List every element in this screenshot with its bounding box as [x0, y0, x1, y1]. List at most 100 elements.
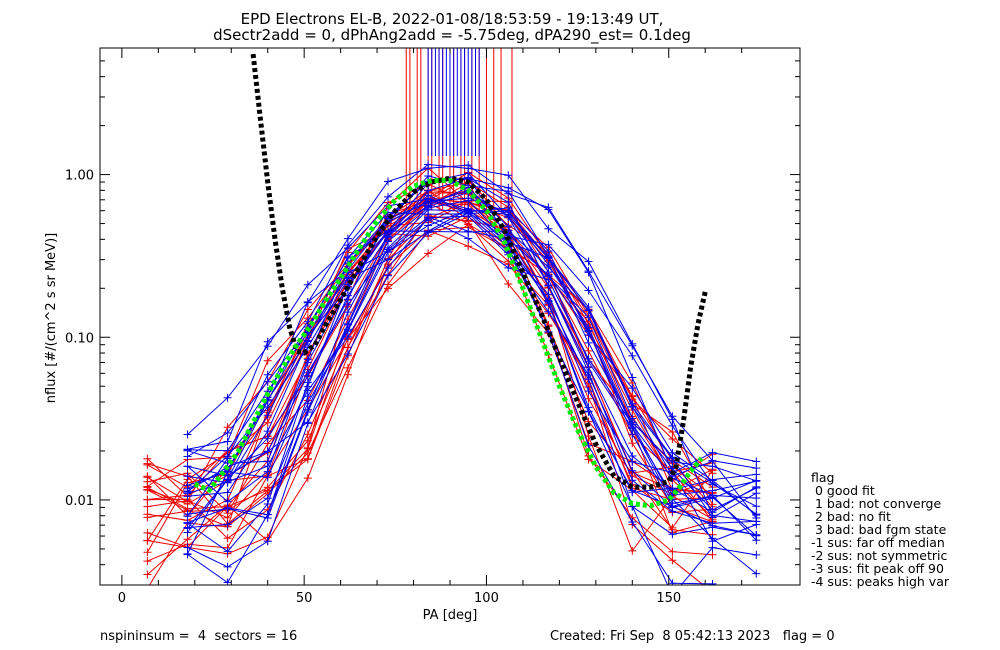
blue-data-point: [584, 306, 593, 314]
red-trace: [147, 223, 713, 539]
red-data-point: [504, 280, 513, 288]
blue-data-point: [223, 393, 232, 402]
blue-data-point: [668, 448, 677, 457]
blue-data-point: [544, 224, 553, 233]
blue-data-point: [464, 209, 473, 218]
green-model-curve: [193, 178, 704, 509]
legend-item: 3 bad: bad fgm state: [811, 522, 947, 537]
blue-data-point: [303, 419, 312, 428]
blue-data-point: [223, 446, 232, 455]
red-trace: [147, 197, 713, 505]
blue-data-point: [752, 616, 760, 624]
blue-data-point: [303, 408, 312, 416]
blue-data-point: [752, 484, 761, 492]
y-axis-label: nflux [#/(cm^2 s sr MeV)]: [44, 233, 59, 403]
legend-item: -3 sus: fit peak off 90: [811, 561, 944, 576]
blue-trace: [187, 186, 757, 536]
legend-item: 1 bad: not converge: [811, 496, 941, 511]
legend-title: flag: [811, 470, 834, 485]
blue-data-point: [752, 476, 761, 485]
blue-data-point: [183, 484, 192, 493]
blue-data-point: [424, 201, 433, 210]
blue-data-point: [343, 300, 352, 309]
legend-item: 2 bad: no fit: [811, 509, 891, 524]
blue-data-point: [708, 476, 717, 485]
blue-data-point: [668, 484, 677, 493]
blue-data-point: [584, 267, 593, 276]
blue-data-point: [584, 407, 593, 416]
blue-data-point: [263, 467, 272, 476]
blue-data-point: [384, 232, 392, 241]
blue-data-point: [223, 428, 232, 437]
blue-data-point: [464, 227, 473, 236]
x-axis-label: PA [deg]: [423, 608, 478, 623]
blue-data-point: [544, 203, 553, 212]
blue-data-point: [504, 222, 513, 231]
blue-data-point: [708, 462, 717, 471]
blue-data-point: [584, 331, 593, 339]
blue-data-point: [263, 427, 272, 436]
x-tick-label: 100: [474, 591, 499, 606]
red-data-point: [143, 536, 152, 545]
blue-data-point: [343, 319, 352, 328]
blue-data-point: [628, 351, 637, 360]
red-data-point: [424, 249, 433, 258]
blue-data-point: [752, 502, 761, 511]
blue-data-point: [384, 264, 392, 272]
blue-data-point: [544, 281, 553, 290]
red-data-point: [143, 557, 152, 566]
red-data-point: [709, 588, 717, 596]
blue-data-point: [424, 164, 433, 173]
model-curves: [193, 53, 708, 509]
blue-data-point: [668, 579, 677, 585]
blue-data-point: [584, 313, 593, 322]
blue-data-point: [464, 161, 473, 170]
blue-data-point: [544, 272, 553, 281]
blue-data-point: [752, 569, 761, 578]
blue-data-point: [628, 399, 637, 408]
blue-data-point: [343, 244, 352, 252]
blue-data-point: [263, 411, 272, 420]
blue-data-point: [263, 377, 272, 386]
red-data-point: [303, 430, 312, 439]
blue-data-point: [464, 234, 473, 243]
blue-data-point: [708, 537, 717, 546]
blue-data-point: [384, 248, 392, 257]
y-tick-label: 0.10: [65, 331, 94, 346]
blue-data-point: [628, 373, 637, 382]
blue-data-point: [668, 421, 677, 430]
blue-data-point: [183, 528, 192, 537]
blue-trace: [187, 200, 715, 585]
blue-data-point: [584, 368, 593, 377]
blue-data-point: [752, 517, 761, 526]
blue-data-point: [544, 260, 553, 269]
red-data-point: [143, 495, 152, 504]
blue-data-point: [668, 458, 677, 467]
red-data-point: [628, 546, 637, 555]
blue-data-point: [708, 519, 717, 528]
blue-data-point: [424, 186, 433, 195]
legend-item: 0 good fit: [811, 483, 875, 498]
blue-data-point: [708, 505, 717, 514]
axes: 0 50 100 150 0.01 0.10 1.00: [65, 48, 800, 606]
blue-data-point: [223, 437, 232, 446]
blue-data-point: [263, 370, 272, 379]
blue-data-point: [183, 430, 192, 439]
red-data-point: [143, 454, 152, 463]
blue-data-point: [343, 273, 352, 282]
blue-data-point: [263, 447, 272, 456]
red-data-point: [668, 547, 677, 556]
blue-data-point: [628, 466, 637, 475]
red-data-point: [143, 528, 152, 537]
red-data-point: [146, 584, 148, 585]
blue-data-point: [343, 234, 352, 243]
red-data-point: [668, 435, 677, 443]
blue-data-point: [263, 514, 272, 522]
red-data-point: [584, 394, 593, 403]
blue-data-point: [504, 187, 513, 196]
blue-data-point: [752, 494, 761, 503]
blue-data-point: [424, 210, 433, 219]
red-data-point: [708, 550, 717, 559]
blue-data-point: [223, 547, 232, 556]
